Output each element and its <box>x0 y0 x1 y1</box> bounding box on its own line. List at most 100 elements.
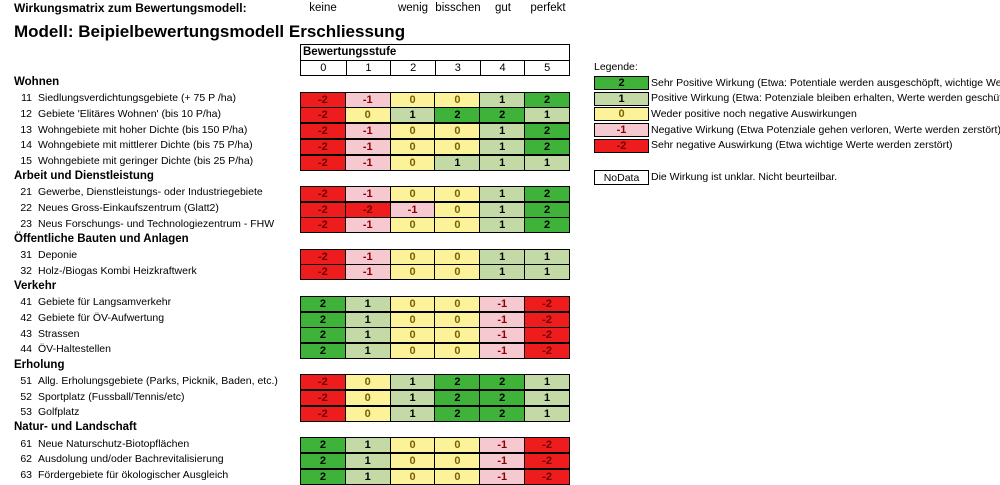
criteria-number: 53 <box>20 406 32 419</box>
criteria-row-label: 15 Wohngebiete mit geringer Dichte (bis 2… <box>14 155 253 167</box>
criteria-row-label: 61 Neue Naturschutz-Biotopflächen <box>14 438 189 450</box>
criteria-row-label: 52 Sportplatz (Fussball/Tennis/etc) <box>14 391 184 403</box>
legend-description: Weder positive noch negative Auswirkunge… <box>651 107 857 120</box>
criteria-number: 51 <box>20 374 32 387</box>
rating-cell: -1 <box>344 186 390 201</box>
column-number: 5 <box>524 61 569 75</box>
level-label: perfekt <box>530 2 566 14</box>
criteria-number: 15 <box>20 155 32 167</box>
rating-cell: 0 <box>344 391 390 405</box>
criteria-row-label: 32 Holz-/Biogas Kombi Heizkraftwerk <box>14 264 197 277</box>
criteria-row-label: 63 Fördergebiete für ökologischer Ausglei… <box>14 469 228 481</box>
rating-row: 2 1 0 0 -1 -2 <box>300 327 570 344</box>
rating-cell: 2 <box>524 92 569 107</box>
rating-row: -2 -1 0 0 1 1 <box>300 264 570 281</box>
section-heading: Wohnen <box>14 76 60 88</box>
column-number: 4 <box>479 61 525 75</box>
rating-cell: 2 <box>479 391 525 405</box>
rating-row: -2 -1 0 1 1 1 <box>300 154 570 171</box>
level-label: gut <box>495 2 511 14</box>
rating-cell: -2 <box>301 139 345 154</box>
rating-cell: 2 <box>301 312 345 327</box>
rating-cell: 0 <box>389 453 435 468</box>
rating-cell: 2 <box>524 139 569 154</box>
legend-swatch: 2 <box>594 76 649 90</box>
rating-cell: 2 <box>301 438 345 453</box>
rating-row: 2 1 0 0 -1 -2 <box>300 342 570 359</box>
rating-cell: -1 <box>479 296 525 311</box>
criteria-row-label: 23 Neus Forschungs- und Technologiezentru… <box>14 218 274 230</box>
rating-row: -2 -1 0 0 1 2 <box>300 185 570 202</box>
rating-row: 2 1 0 0 -1 -2 <box>300 437 570 454</box>
rating-cell: 1 <box>479 249 525 264</box>
rating-cell: -1 <box>389 202 435 217</box>
criteria-name: Holz-/Biogas Kombi Heizkraftwerk <box>38 264 197 277</box>
rating-cell: -2 <box>301 375 345 390</box>
criteria-number: 23 <box>20 217 32 230</box>
rating-cell: -2 <box>301 124 345 139</box>
criteria-name: Gebiete für ÖV-Aufwertung <box>38 312 165 324</box>
rating-cell: 2 <box>479 375 525 390</box>
rating-cell: -2 <box>301 406 345 421</box>
rating-row: -2 0 1 2 2 1 <box>300 107 570 124</box>
criteria-row-label: 62 Ausdolung und/oder Bachrevitalisierung <box>14 453 223 465</box>
criteria-name: Deponie <box>38 249 78 262</box>
rating-cell: 0 <box>389 124 435 139</box>
rating-cell: 0 <box>389 186 435 201</box>
rating-cell: 2 <box>434 391 480 405</box>
rating-cell: -2 <box>301 218 345 233</box>
criteria-name: Neues Gross-Einkaufszentrum (Glatt2) <box>38 202 219 215</box>
rating-row: 2 1 0 0 -1 -2 <box>300 468 570 485</box>
criteria-number: 13 <box>20 123 32 136</box>
rating-cell: 0 <box>389 469 435 484</box>
matrix-header-label: Wirkungsmatrix zum Bewertungsmodell: <box>14 1 247 15</box>
rating-cell: 0 <box>389 296 435 311</box>
rating-cell: 1 <box>344 343 390 358</box>
rating-cell: 1 <box>479 218 525 233</box>
criteria-row-label: 11 Siedlungsverdichtungsgebiete (+ 75 P /… <box>14 92 236 104</box>
criteria-row-label: 14 Wohngebiete mit mittlerer Dichte (bis … <box>14 139 253 152</box>
rating-cell: 1 <box>389 406 435 421</box>
rating-cell: 0 <box>389 155 435 170</box>
criteria-number: 43 <box>20 327 32 340</box>
rating-cell: -2 <box>524 469 569 484</box>
rating-cell: -1 <box>479 453 525 468</box>
rating-cell: 2 <box>524 218 569 233</box>
rating-row: 2 1 0 0 -1 -2 <box>300 295 570 312</box>
criteria-row-label: 44 ÖV-Haltestellen <box>14 343 111 355</box>
column-number: 2 <box>390 61 435 75</box>
rating-cell: -2 <box>301 108 345 123</box>
bewertungsstufe-title: Bewertungsstufe <box>301 45 569 61</box>
rating-cell: 2 <box>434 406 480 421</box>
criteria-number: 11 <box>21 92 32 105</box>
criteria-name: Wohngebiete mit mittlerer Dichte (bis 75… <box>38 139 253 152</box>
criteria-name: Golfplatz <box>38 406 80 419</box>
rating-cell: 1 <box>344 469 390 484</box>
section-heading: Öffentliche Bauten und Anlagen <box>14 233 189 245</box>
rating-cell: 1 <box>524 155 569 170</box>
rating-cell: 0 <box>434 343 480 358</box>
bewertungsstufe-header: Bewertungsstufe 0 1 2 3 4 5 <box>300 44 570 76</box>
rating-cell: -1 <box>344 155 390 170</box>
rating-cell: 1 <box>479 92 525 107</box>
rating-cell: 0 <box>344 375 390 390</box>
rating-cell: 0 <box>389 218 435 233</box>
rating-cell: 2 <box>434 108 480 123</box>
rating-cell: 2 <box>479 108 525 123</box>
rating-cell: 2 <box>524 202 569 217</box>
section-heading: Verkehr <box>14 280 57 293</box>
criteria-row-label: 53 Golfplatz <box>14 406 79 418</box>
rating-cell: -1 <box>344 218 390 233</box>
rating-cell: 1 <box>479 124 525 139</box>
criteria-number: 41 <box>20 296 32 309</box>
rating-cell: 0 <box>434 139 480 154</box>
legend-title: Legende: <box>594 61 638 73</box>
criteria-number: 61 <box>20 437 32 450</box>
criteria-number: 44 <box>20 343 32 356</box>
criteria-number: 22 <box>20 202 32 215</box>
level-label: bisschen <box>435 2 481 14</box>
rating-cell: 1 <box>479 265 525 280</box>
rating-cell: 1 <box>389 108 435 123</box>
criteria-number: 21 <box>20 186 32 199</box>
rating-cell: 1 <box>344 296 390 311</box>
